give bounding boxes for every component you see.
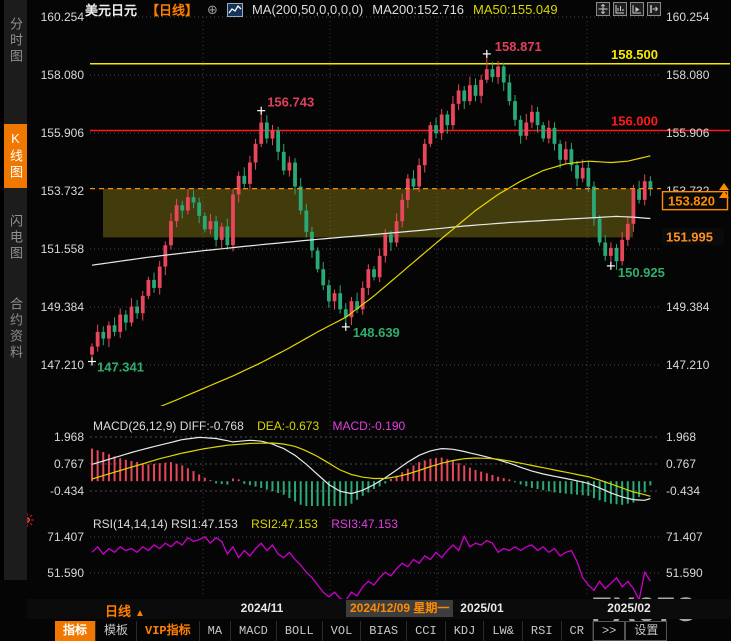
toolbar-item-7[interactable]: BIAS [361,621,408,641]
ma200-line [91,215,651,266]
rsi3-value: RSI3:47.153 [331,517,398,531]
month-label-0: 2024/11 [240,601,284,615]
indicator-toolbar: 指标 模板 VIP指标 MA MACD BOLL VOL BIAS CCI KDJ LW& RSI CR… [55,621,668,641]
svg-text:-0.434: -0.434 [666,484,700,498]
svg-text:158.080: 158.080 [666,68,710,82]
sidebar-tab-1[interactable]: K线图 [4,124,27,188]
svg-text:158.080: 158.080 [41,68,85,82]
move-crosshair-icon[interactable] [596,2,610,16]
date-axis-row: 日线▲ 2024/12/09 星期一 2024/112024/122025/01… [27,599,731,619]
ma50-value: MA50:155.049 [473,2,558,17]
svg-text:151.558: 151.558 [41,242,85,256]
ma-settings-label: MA(200,50,0,0,0,0) [251,2,364,17]
rsi-panel: 71.407 71.407 51.590 51.590 [47,530,703,600]
macd-legend: MACD(26,12,9) DIFF:-0.768 DEA:-0.673 MAC… [93,419,405,433]
svg-text:1.968: 1.968 [54,430,84,444]
svg-text:153.732: 153.732 [41,184,85,198]
toolbar-item-1[interactable]: 模板 [96,621,138,641]
candles-layer [90,53,653,362]
toolbar-item-11[interactable]: RSI [523,621,562,641]
ma50-line [160,155,651,406]
up-arrows-icon [719,183,729,198]
svg-text:147.210: 147.210 [41,358,85,372]
symbol-title: 美元日元 [85,3,138,18]
toolbar-item-14[interactable]: 设置 [625,621,668,641]
toolbar-item-9[interactable]: KDJ [446,621,485,641]
svg-text:0.767: 0.767 [54,457,84,471]
chart-legend: 美元日元 【日线】 ⊕ MA(200,50,0,0,0,0) MA200:152… [85,1,558,19]
sidebar-tab-0[interactable]: 分时图 [8,17,23,65]
svg-text:149.384: 149.384 [41,300,85,314]
svg-text:150.925: 150.925 [618,265,665,280]
svg-text:149.384: 149.384 [666,300,710,314]
price-annotations: 158.871 156.743 150.925 148.639 147.341 [97,39,665,375]
toolbar-item-5[interactable]: BOLL [277,621,323,641]
rsi-legend: RSI(14,14,14) RSI1:47.153 RSI2:47.153 RS… [93,517,398,531]
price-axis-labels: 160.254 160.254 158.080 158.080 155.906 155.9… [41,10,710,372]
current-price-box [661,190,729,211]
svg-text:71.407: 71.407 [47,530,84,544]
scale-play-icon[interactable] [630,2,644,16]
moving-averages [91,155,651,406]
pan-right-icon[interactable] [647,2,661,16]
macd-params: MACD(26,12,9) DIFF:-0.768 [93,419,244,433]
support-zone [103,188,633,238]
toolbar-item-0[interactable]: 指标 [55,621,97,641]
svg-text:160.254: 160.254 [666,10,710,24]
svg-text:156.743: 156.743 [267,95,314,110]
sidebar-tab-2[interactable]: 闪电图 [8,214,23,262]
svg-text:51.590: 51.590 [666,566,703,580]
red-level-label: 156.000 [611,113,658,128]
svg-text:51.590: 51.590 [47,566,84,580]
chart-toolbar-icons [596,2,661,16]
svg-text:147.341: 147.341 [97,360,144,375]
rsi-params: RSI(14,14,14) RSI1:47.153 [93,517,238,531]
svg-text:153.820: 153.820 [668,194,715,209]
zone-bottom-label: 151.995 [666,229,713,244]
svg-text:148.639: 148.639 [353,325,400,340]
svg-text:-0.434: -0.434 [50,484,84,498]
macd-dea-value: DEA:-0.673 [257,419,320,433]
toolbar-item-3[interactable]: MA [200,621,232,641]
svg-text:158.871: 158.871 [495,39,542,54]
up-triangle-icon: ▲ [135,608,145,619]
ma200-value: MA200:152.716 [372,2,465,17]
toolbar-item-12[interactable]: CR [562,621,593,641]
macd-diff-line [91,436,651,501]
macd-macd-value: MACD:-0.190 [332,419,406,433]
toolbar-item-2[interactable]: VIP指标 [137,621,200,641]
gridlines [90,16,660,597]
sidebar-tab-3[interactable]: 合约资料 [8,297,23,361]
svg-text:0.767: 0.767 [666,457,696,471]
svg-text:147.210: 147.210 [666,358,710,372]
plus-circle-icon[interactable]: ⊕ [207,1,218,17]
svg-text:155.906: 155.906 [41,126,85,140]
toolbar-item-8[interactable]: CCI [407,621,446,641]
yellow-level-label: 158.500 [611,47,658,62]
period-tag: 【日线】 [146,3,199,18]
toolbar-item-13[interactable]: >> [592,621,626,641]
toolbar-item-4[interactable]: MACD [231,621,277,641]
toolbar-item-6[interactable]: VOL [323,621,362,641]
rsi-line [91,534,651,600]
svg-text:71.407: 71.407 [666,530,703,544]
svg-text:1.968: 1.968 [666,430,696,444]
macd-panel: 1.968 1.968 0.767 0.767 -0.434 -0.434 [50,430,700,506]
svg-text:155.906: 155.906 [666,126,710,140]
svg-text:160.254: 160.254 [41,10,85,24]
rsi2-value: RSI2:47.153 [251,517,318,531]
crosshair-date-tooltip: 2024/12/09 星期一 [346,600,454,617]
macd-dea-line [91,442,651,497]
scale-x-icon[interactable] [613,2,627,16]
chart-type-icon[interactable] [226,2,243,17]
macd-histogram [91,448,652,506]
period-selector[interactable]: 日线 ▲ [105,604,145,619]
toolbar-item-10[interactable]: LW& [484,621,523,641]
month-label-2: 2025/01 [460,601,504,615]
month-label-3: 2025/02 [607,601,651,615]
sidebar: 分时图 K线图闪电图合约资料 [0,0,27,580]
